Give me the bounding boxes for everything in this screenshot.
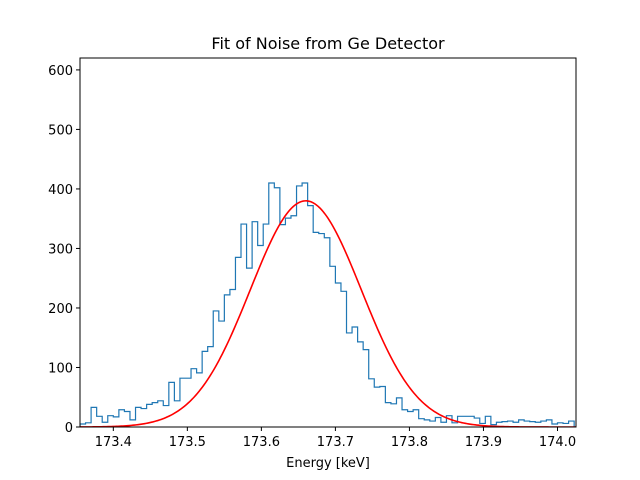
x-tick-label: 173.4: [95, 435, 132, 450]
y-tick-label: 500: [48, 123, 73, 138]
y-tick-label: 0: [65, 421, 73, 436]
x-axis: 173.4 173.5 173.6 173.7 173.8 173.9 174.0: [95, 427, 576, 450]
x-tick-label: 173.6: [243, 435, 280, 450]
y-tick-label: 600: [48, 64, 73, 79]
y-axis: 0 100 200 300 400 500 600: [48, 64, 80, 436]
y-tick-label: 200: [48, 302, 73, 317]
x-axis-label: Energy [keV]: [286, 456, 370, 471]
gaussian-fit-line: [80, 200, 576, 427]
histogram-series: [80, 182, 575, 427]
x-tick-label: 173.5: [169, 435, 206, 450]
x-tick-label: 173.7: [317, 435, 354, 450]
y-tick-label: 400: [48, 183, 73, 198]
y-tick-label: 300: [48, 242, 73, 257]
x-tick-label: 174.0: [539, 435, 576, 450]
y-tick-label: 100: [48, 361, 73, 376]
plot-frame: [79, 57, 577, 428]
x-tick-label: 173.9: [465, 435, 502, 450]
plot-area: [80, 182, 576, 427]
chart-title: Fit of Noise from Ge Detector: [211, 34, 445, 53]
x-tick-label: 173.8: [391, 435, 428, 450]
